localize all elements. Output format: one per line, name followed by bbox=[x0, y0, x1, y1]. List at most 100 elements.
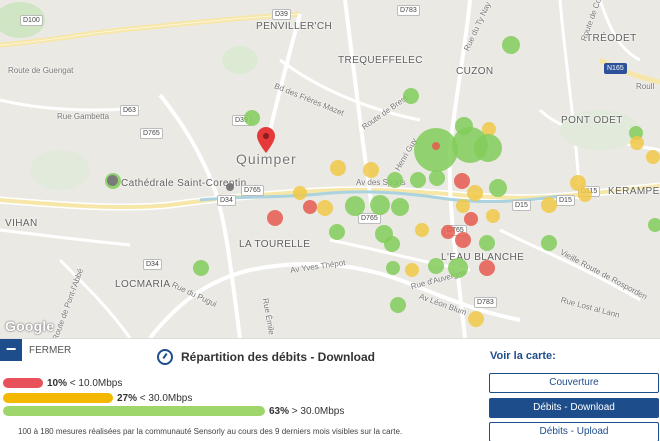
place-vihan: VIHAN bbox=[5, 218, 38, 229]
measurement-dot bbox=[646, 150, 660, 164]
measurement-note: 100 à 180 mesures réalisées par la commu… bbox=[18, 427, 403, 436]
place-penvillerch: PENVILLER'CH bbox=[256, 21, 333, 32]
location-pin-icon[interactable] bbox=[257, 127, 275, 153]
measurement-dot bbox=[330, 160, 346, 176]
cathedral-icon bbox=[107, 175, 118, 186]
place-l-eau-blanche: L'EAU BLANCHE bbox=[441, 252, 525, 263]
measurement-dot bbox=[370, 195, 390, 215]
measurement-dot bbox=[502, 36, 520, 54]
road-shield: D63 bbox=[120, 105, 139, 116]
close-button[interactable]: − bbox=[0, 339, 22, 361]
measurement-dot bbox=[386, 261, 400, 275]
couverture-button[interactable]: Couverture bbox=[489, 373, 659, 393]
measurement-dot bbox=[428, 258, 444, 274]
place-quimper: Quimper bbox=[236, 151, 297, 167]
measurement-dot bbox=[244, 110, 260, 126]
measurement-dot bbox=[384, 236, 400, 252]
measurement-dot bbox=[486, 209, 500, 223]
upload-button[interactable]: Débits - Upload bbox=[489, 422, 659, 441]
measurement-dot bbox=[578, 188, 592, 202]
bar-high-label: 63% > 30.0Mbps bbox=[269, 405, 345, 417]
bar-mid-label: 27% < 30.0Mbps bbox=[117, 392, 193, 404]
measurement-dot bbox=[390, 297, 406, 313]
measurement-dot bbox=[317, 200, 333, 216]
bar-low bbox=[3, 378, 43, 388]
measurement-dot bbox=[467, 185, 483, 201]
legend-title-text: Répartition des débits - Download bbox=[181, 350, 376, 364]
measurement-dot bbox=[648, 218, 660, 232]
bar-row-low: 10% < 10.0Mbps bbox=[3, 377, 123, 389]
measurement-dot bbox=[303, 200, 317, 214]
place-trequeffelec: TREQUEFFELEC bbox=[338, 55, 423, 66]
measurement-dot bbox=[482, 122, 496, 136]
measurement-dot bbox=[455, 232, 471, 248]
map-roads bbox=[0, 0, 660, 338]
measurement-dot bbox=[414, 128, 458, 172]
google-logo: Google bbox=[5, 318, 55, 334]
road-shield: D765 bbox=[358, 213, 381, 224]
measurement-dot bbox=[405, 263, 419, 277]
road-shield: D765 bbox=[241, 185, 264, 196]
measurement-dot bbox=[479, 260, 495, 276]
measurement-dot bbox=[468, 311, 484, 327]
place-pont-odet: PONT ODET bbox=[561, 115, 623, 126]
place-la-tourelle: LA TOURELLE bbox=[239, 239, 311, 250]
road-shield: D15 bbox=[556, 195, 575, 206]
close-label[interactable]: FERMER bbox=[29, 345, 72, 356]
road-shield: D15 bbox=[512, 200, 531, 211]
measurement-dot bbox=[464, 212, 478, 226]
place-cathedrale: Cathédrale Saint-Corentin bbox=[121, 178, 247, 189]
measurement-dot bbox=[267, 210, 283, 226]
measurement-dot bbox=[293, 186, 307, 200]
road-shield: D783 bbox=[397, 5, 420, 16]
landmark-icon bbox=[226, 183, 234, 191]
measurement-dot bbox=[410, 172, 426, 188]
measurement-dot bbox=[454, 173, 470, 189]
place-kerampen: KERAMPEN bbox=[608, 186, 660, 197]
measurement-dot bbox=[363, 162, 379, 178]
road-shield: D39 bbox=[272, 9, 291, 20]
road-shield: N165 bbox=[604, 63, 627, 74]
bar-row-high: 63% > 30.0Mbps bbox=[3, 405, 345, 417]
measurement-dot bbox=[345, 196, 365, 216]
measurement-dot bbox=[391, 198, 409, 216]
measurement-dot bbox=[193, 260, 209, 276]
road-shield: D34 bbox=[143, 259, 162, 270]
measurement-dot bbox=[630, 136, 644, 150]
street-av-sports: Av des Sports bbox=[356, 178, 406, 187]
measurement-dot bbox=[474, 134, 502, 162]
place-locmaria: LOCMARIA bbox=[115, 279, 171, 290]
measurement-dot bbox=[448, 258, 468, 278]
road-shield: D34 bbox=[217, 195, 236, 206]
bar-low-label: 10% < 10.0Mbps bbox=[47, 377, 123, 389]
bar-row-mid: 27% < 30.0Mbps bbox=[3, 392, 193, 404]
measurement-dot bbox=[432, 142, 440, 150]
measurement-dot bbox=[329, 224, 345, 240]
measurement-dot bbox=[387, 172, 403, 188]
street-rue-gambetta: Rue Gambetta bbox=[57, 112, 110, 121]
coverage-map[interactable]: PENVILLER'CH TREQUEFFELEC CUZON TRÉODET … bbox=[0, 0, 660, 338]
measurement-dot bbox=[403, 88, 419, 104]
measurement-dot bbox=[415, 223, 429, 237]
road-shield: D783 bbox=[474, 297, 497, 308]
bar-high bbox=[3, 406, 265, 416]
measurement-dot bbox=[570, 175, 586, 191]
road-shield: D765 bbox=[140, 128, 163, 139]
legend-panel: − FERMER Répartition des débits - Downlo… bbox=[0, 338, 660, 441]
measurement-dot bbox=[441, 225, 455, 239]
measurement-dot bbox=[429, 170, 445, 186]
measurement-dot bbox=[456, 199, 470, 213]
measurement-dot bbox=[479, 235, 495, 251]
place-treodet: TRÉODET bbox=[586, 33, 637, 44]
minus-icon: − bbox=[5, 339, 17, 359]
download-button[interactable]: Débits - Download bbox=[489, 398, 659, 418]
measurement-dot bbox=[489, 179, 507, 197]
speedometer-icon bbox=[157, 349, 173, 365]
measurement-dot bbox=[541, 235, 557, 251]
measurement-dot bbox=[541, 197, 557, 213]
road-shield: D100 bbox=[20, 15, 43, 26]
street-route-guengat: Route de Guengat bbox=[8, 66, 74, 75]
voir-carte-title: Voir la carte: bbox=[490, 350, 556, 362]
street-roull: Roull bbox=[636, 82, 655, 91]
bar-mid bbox=[3, 393, 113, 403]
